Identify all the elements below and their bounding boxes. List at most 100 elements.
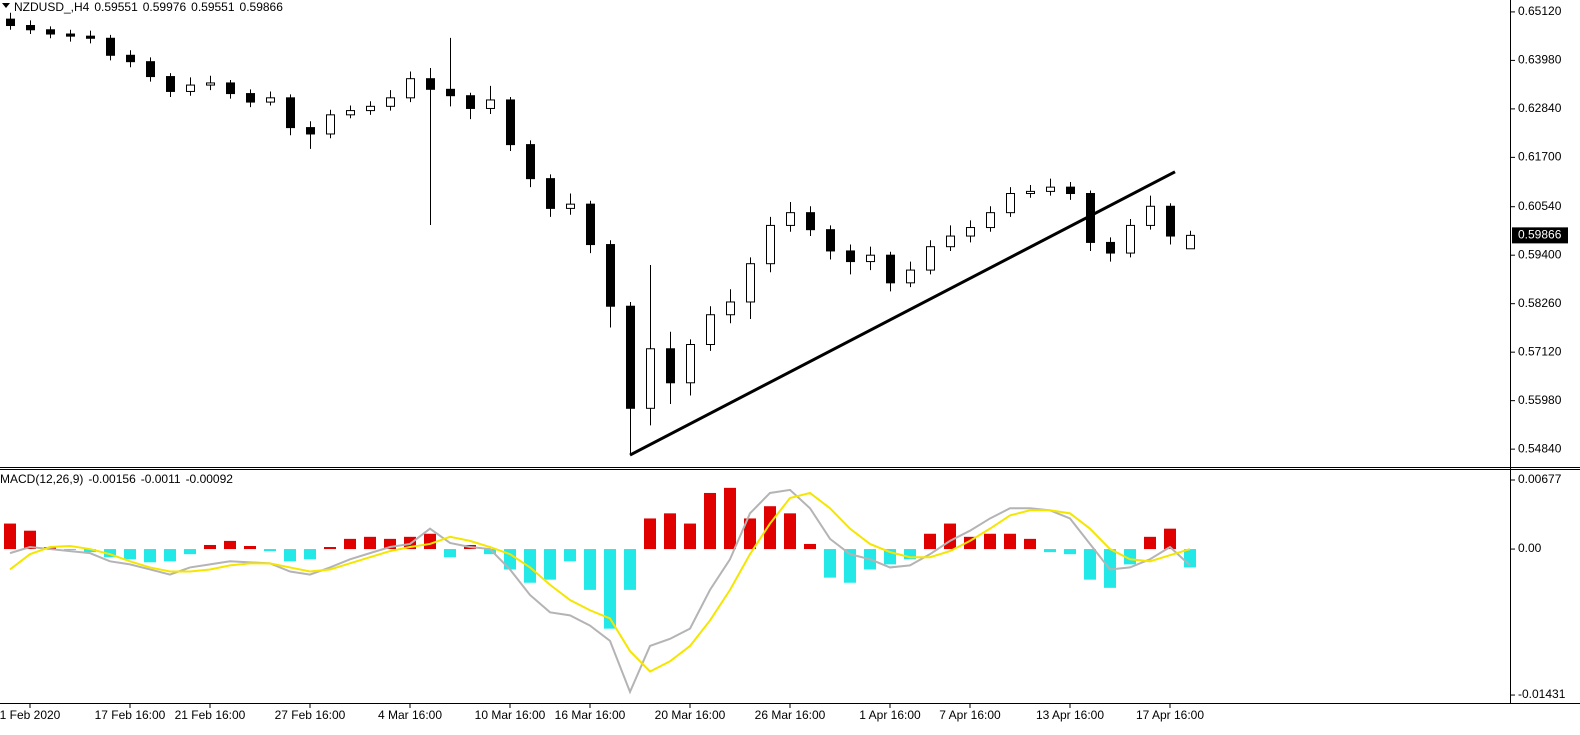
candle-body xyxy=(1106,241,1115,254)
histogram-bar xyxy=(1044,549,1056,553)
histogram-bar xyxy=(664,513,676,550)
histogram-bar xyxy=(524,549,536,583)
candle-body xyxy=(706,314,715,346)
indicator-header: MACD(12,26,9) -0.00156 -0.0011 -0.00092 xyxy=(0,472,233,486)
current-price-box xyxy=(1512,227,1568,244)
candle-body xyxy=(646,348,655,409)
candle-body xyxy=(966,227,975,237)
histogram-bar xyxy=(1064,549,1076,555)
candle-body xyxy=(66,33,75,37)
histogram-bar xyxy=(924,533,936,550)
histogram-bar xyxy=(224,540,236,550)
y-tick-label: 0.00 xyxy=(1518,541,1542,555)
x-tick-label: 20 Mar 16:00 xyxy=(655,708,726,722)
candle-body xyxy=(206,82,215,86)
histogram-bar xyxy=(764,506,776,550)
histogram-bar xyxy=(904,549,916,560)
candle-body xyxy=(866,254,875,263)
candle-body xyxy=(1026,190,1035,195)
candle-body xyxy=(766,224,775,265)
histogram-bar xyxy=(584,549,596,590)
histogram-bar xyxy=(1164,528,1176,550)
header-value: 0.59976 xyxy=(143,0,187,14)
histogram-bar xyxy=(724,487,736,550)
histogram-bar xyxy=(704,492,716,550)
y-tick-label: 0.63980 xyxy=(1518,53,1562,67)
candle-body xyxy=(1046,186,1055,192)
x-tick-label: 4 Mar 16:00 xyxy=(378,708,442,722)
y-tick-label: 0.62840 xyxy=(1518,101,1562,115)
candle-body xyxy=(926,246,935,271)
histogram-bar xyxy=(844,549,856,583)
candle-body xyxy=(186,84,195,92)
histogram-bar xyxy=(64,549,76,551)
candle-body xyxy=(246,93,255,103)
candle-body xyxy=(26,25,35,31)
candle-body xyxy=(126,54,135,63)
x-tick-label: 13 Apr 16:00 xyxy=(1036,708,1104,722)
histogram-bar xyxy=(144,549,156,563)
y-tick-label: -0.01431 xyxy=(1518,687,1566,701)
candle-body xyxy=(466,95,475,109)
candle-body xyxy=(566,203,575,209)
candle-body xyxy=(366,105,375,112)
header-value: 0.59866 xyxy=(240,0,284,14)
histogram-bar xyxy=(604,549,616,629)
histogram-bar xyxy=(804,543,816,550)
candle-body xyxy=(166,76,175,92)
y-tick-label: 0.60540 xyxy=(1518,199,1562,213)
header-value: 0.59551 xyxy=(94,0,138,14)
candle-body xyxy=(346,110,355,116)
candle-body xyxy=(406,78,415,99)
histogram-bar xyxy=(444,549,456,558)
trendline xyxy=(629,170,1176,457)
histogram-bar xyxy=(364,536,376,550)
histogram-bar xyxy=(564,549,576,562)
histogram-bar xyxy=(164,549,176,562)
histogram-bar xyxy=(744,518,756,550)
candle-body xyxy=(1006,193,1015,214)
histogram-bar xyxy=(244,546,256,550)
indicator-header: NZDUSD_,H4 0.59551 0.59976 0.59551 0.59866 xyxy=(14,0,283,14)
y-tick-label: 0.55980 xyxy=(1518,393,1562,407)
header-value: 0.59551 xyxy=(191,0,235,14)
y-tick-label: 0.59400 xyxy=(1518,247,1562,261)
y-tick-label: 0.65120 xyxy=(1518,4,1562,18)
histogram-bar xyxy=(284,549,296,562)
y-tick-label: 0.57120 xyxy=(1518,344,1562,358)
candle-body xyxy=(666,348,675,384)
candle-body xyxy=(546,178,555,209)
candle-body xyxy=(266,97,275,103)
x-tick-label: 17 Feb 16:00 xyxy=(95,708,166,722)
histogram-bar xyxy=(24,530,36,550)
candle-body xyxy=(826,229,835,252)
candle-body xyxy=(1186,234,1195,250)
candle-body xyxy=(806,212,815,231)
candle-body xyxy=(506,99,515,146)
candle-body xyxy=(326,114,335,135)
indicator-line xyxy=(9,491,1191,673)
histogram-bar xyxy=(84,549,96,553)
symbol-marker xyxy=(2,3,10,8)
candle-body xyxy=(906,269,915,284)
histogram-bar xyxy=(204,544,216,550)
candle-body xyxy=(146,61,155,78)
x-tick-label: 16 Mar 16:00 xyxy=(555,708,626,722)
histogram-bar xyxy=(944,523,956,550)
candle-body xyxy=(286,97,295,129)
histogram-bar xyxy=(184,549,196,555)
candle-body xyxy=(86,35,95,39)
y-tick-label: 0.58260 xyxy=(1518,296,1562,310)
x-tick-label: 21 Feb 16:00 xyxy=(175,708,246,722)
histogram-bar xyxy=(824,549,836,578)
candle-body xyxy=(606,244,615,307)
y-tick-label: 0.54840 xyxy=(1518,441,1562,455)
candle-body xyxy=(1166,205,1175,237)
candle-body xyxy=(386,97,395,107)
candle-body xyxy=(986,212,995,229)
candle-body xyxy=(886,254,895,284)
candle-body xyxy=(586,203,595,246)
histogram-bar xyxy=(124,549,136,560)
